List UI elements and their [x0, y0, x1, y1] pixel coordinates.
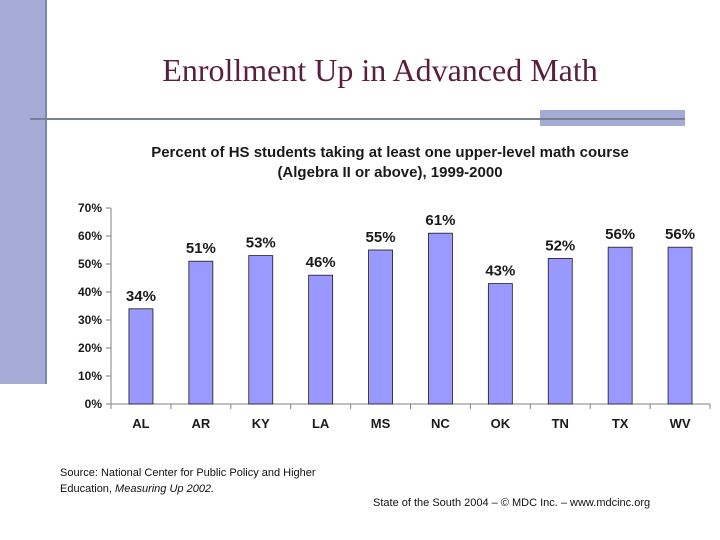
y-tick-label: 40% [78, 285, 102, 299]
y-tick-label: 50% [78, 257, 102, 271]
bar [547, 257, 573, 405]
x-tick-label: AL [132, 416, 149, 431]
footer-credit: State of the South 2004 – © MDC Inc. – w… [373, 497, 651, 509]
source-note: Source: National Center for Public Polic… [60, 465, 316, 497]
bar [128, 308, 154, 405]
chart-title: Percent of HS students taking at least o… [120, 143, 660, 183]
data-label: 52% [545, 237, 575, 254]
x-tick-label: TX [612, 416, 629, 431]
source-line-2-italic: Measuring Up 2002. [115, 483, 215, 495]
bar [188, 260, 214, 405]
bar [428, 232, 453, 405]
bar [368, 249, 393, 405]
y-tick-label: 70% [78, 201, 102, 215]
x-tick-label: TN [552, 416, 569, 431]
source-line-2-prefix: Education, [60, 483, 116, 495]
data-label: 61% [425, 212, 455, 229]
data-label: 46% [306, 254, 336, 271]
data-label: 53% [246, 235, 276, 252]
bar [607, 246, 633, 405]
decorative-side-bar [0, 0, 47, 384]
x-tick-label: WV [670, 416, 691, 431]
x-tick-label: AR [191, 416, 210, 431]
bar [667, 246, 693, 405]
bar [308, 274, 334, 405]
data-label: 51% [186, 240, 216, 257]
y-tick-label: 60% [78, 229, 102, 243]
title-rule [30, 118, 685, 120]
data-label: 56% [665, 226, 695, 243]
source-line-2: Education, Measuring Up 2002. [60, 481, 316, 497]
data-label: 34% [126, 288, 156, 305]
x-tick-label: NC [431, 416, 450, 431]
slide-title: Enrollment Up in Advanced Math [162, 52, 598, 88]
y-tick-label: 0% [85, 397, 103, 411]
x-tick-label: KY [252, 416, 270, 431]
bar [487, 283, 513, 405]
y-tick-label: 30% [78, 313, 102, 327]
data-label: 55% [366, 229, 396, 246]
x-tick-label: MS [371, 416, 391, 431]
y-tick-label: 10% [78, 369, 102, 383]
chart-title-line-1: Percent of HS students taking at least o… [151, 144, 629, 161]
source-line-1: Source: National Center for Public Polic… [60, 467, 316, 479]
y-tick-label: 20% [78, 341, 102, 355]
x-tick-label: OK [491, 416, 511, 431]
chart-title-line-2: (Algebra II or above), 1999-2000 [277, 164, 503, 181]
x-tick-label: LA [312, 416, 330, 431]
bar [248, 255, 274, 405]
data-label: 43% [485, 263, 515, 280]
data-label: 56% [605, 226, 635, 243]
